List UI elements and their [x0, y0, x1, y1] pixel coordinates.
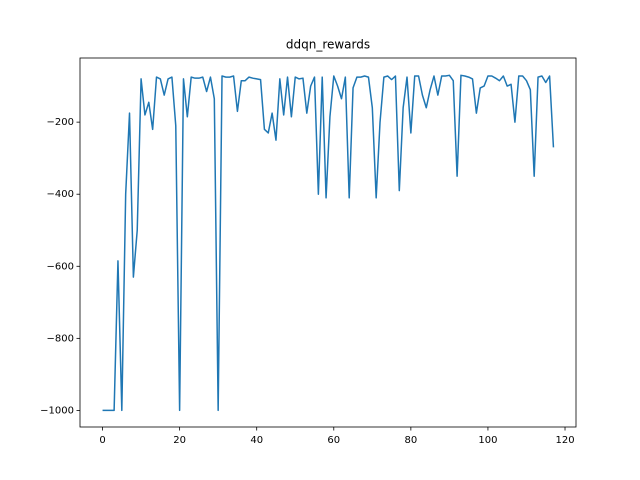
x-tick-label: 60	[327, 435, 340, 446]
y-tick-label: −800	[47, 333, 74, 344]
y-tick-label: −400	[47, 189, 74, 200]
x-tick-label: 20	[173, 435, 186, 446]
x-tick-label: 0	[99, 435, 105, 446]
y-tick-label: −600	[47, 261, 74, 272]
x-tick-label: 40	[250, 435, 263, 446]
line-series	[102, 74, 555, 412]
axes-frame	[79, 57, 577, 428]
x-tick-label: 100	[478, 435, 497, 446]
chart-title: ddqn_rewards	[286, 38, 370, 52]
y-tick-label: −200	[47, 117, 74, 128]
x-tick-label: 80	[404, 435, 417, 446]
y-tick-label: −1000	[40, 405, 74, 416]
x-tick-label: 120	[555, 435, 574, 446]
